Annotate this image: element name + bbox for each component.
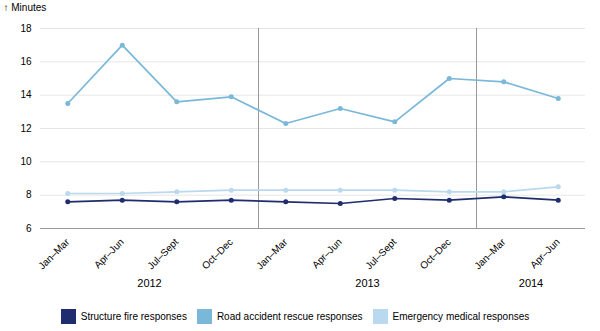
svg-text:Oct–Dec: Oct–Dec <box>200 236 235 271</box>
svg-text:14: 14 <box>20 89 32 100</box>
svg-text:Apr–Jun: Apr–Jun <box>92 236 126 270</box>
svg-text:18: 18 <box>20 23 32 34</box>
svg-text:2012: 2012 <box>137 277 161 289</box>
svg-text:Jul–Sept: Jul–Sept <box>145 236 180 271</box>
html-text:Emergency medical responses: Emergency medical responses <box>392 311 530 322</box>
svg-text:16: 16 <box>20 56 32 67</box>
svg-text:6: 6 <box>26 223 32 234</box>
svg-text:Jan–Mar: Jan–Mar <box>472 236 508 272</box>
svg-text:Jul–Sept: Jul–Sept <box>363 236 398 271</box>
svg-text:Jan–Mar: Jan–Mar <box>254 236 290 272</box>
svg-text:Oct–Dec: Oct–Dec <box>418 236 453 271</box>
svg-text:8: 8 <box>26 189 32 200</box>
svg-text:2013: 2013 <box>355 277 379 289</box>
svg-text:12: 12 <box>20 123 32 134</box>
svg-text:Jan–Mar: Jan–Mar <box>36 236 72 272</box>
svg-text:2014: 2014 <box>519 277 543 289</box>
svg-text:Apr–Jun: Apr–Jun <box>528 236 562 270</box>
html-text:Road accident rescue responses: Road accident rescue responses <box>216 311 363 322</box>
svg-text:10: 10 <box>20 156 32 167</box>
html-text:Structure fire responses: Structure fire responses <box>80 311 187 322</box>
svg-text:↑ Minutes: ↑ Minutes <box>4 2 47 13</box>
svg-text:Apr–Jun: Apr–Jun <box>310 236 344 270</box>
